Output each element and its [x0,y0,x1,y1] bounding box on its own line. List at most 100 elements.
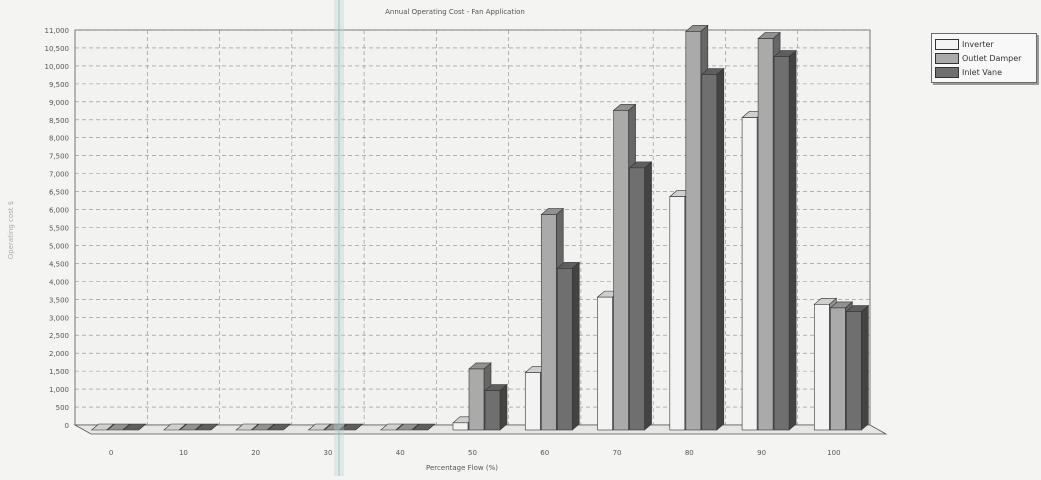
bar-top [251,423,275,431]
y-tick-label: 500 [56,404,69,412]
bar [484,383,508,431]
bar [307,423,332,431]
y-tick-label: 9,500 [49,81,69,89]
bar-front [540,214,557,431]
bar-front [452,422,469,431]
bar [628,161,653,431]
y-tick-label: 2,500 [49,332,69,340]
legend-swatch-inlet-vane [935,67,959,78]
bar-top [179,423,203,431]
bar [845,304,870,431]
legend-item-inverter: Inverter [935,38,1033,51]
x-tick-label: 20 [251,449,260,457]
y-tick-label: 4,500 [49,260,69,268]
bar [179,423,203,431]
y-tick-label: 9,000 [49,99,69,107]
bar [395,423,420,431]
chart-title: Annual Operating Cost - Fan Application [385,8,525,16]
x-axis-label: Percentage Flow (%) [426,464,498,472]
bar-top [267,423,291,431]
y-tick-label: 5,500 [49,225,69,233]
bar-side [571,261,580,431]
bar-front [757,38,774,431]
bar-top [90,423,115,431]
bar-top [395,423,420,431]
bar-front [846,311,862,431]
bar-front [468,368,485,431]
bar-front [556,268,573,431]
y-tick-label: 4,000 [49,278,69,286]
plot-area [74,29,871,426]
y-tick-label: 7,000 [49,171,69,179]
legend-swatch-inverter [935,39,959,50]
x-tick-label: 40 [396,449,405,457]
bar-top [106,423,131,431]
bar-side [716,67,725,431]
bar-top [411,423,436,431]
bar-top [307,423,332,431]
bar-top [163,423,187,431]
chart-legend: Inverter Outlet Damper Inlet Vane [931,33,1037,83]
bar [106,423,131,431]
y-tick-label: 3,500 [49,296,69,304]
bar-top [235,423,259,431]
bar [195,423,219,431]
bar-front [685,31,702,431]
bar-front [773,56,790,431]
bar-front [830,307,846,431]
bar [122,423,147,431]
y-tick-label: 6,000 [49,207,69,215]
bar-side [499,383,508,431]
bar-side [644,161,652,431]
y-tick-label: 10,500 [45,45,70,53]
bar [90,423,115,431]
x-tick-label: 90 [757,449,766,457]
x-tick-label: 0 [109,449,113,457]
bar [411,423,436,431]
bar-front [484,390,501,431]
y-tick-label: 7,500 [49,153,69,161]
y-tick-label: 10,000 [45,63,70,71]
bar-front [524,372,541,431]
legend-swatch-outlet-damper [935,53,959,64]
bar [379,423,404,431]
bar [556,261,581,431]
bar-front [597,296,613,431]
x-tick-label: 50 [468,449,477,457]
bar-front [629,167,645,431]
bar-top [379,423,404,431]
x-tick-label: 100 [827,449,840,457]
bar [701,67,725,431]
legend-item-inlet-vane: Inlet Vane [935,66,1033,79]
bar-front [814,304,830,431]
bar [163,423,187,431]
y-tick-label: 8,500 [49,117,69,125]
bar-top [122,423,147,431]
bar [339,423,364,431]
legend-label-inverter: Inverter [962,40,994,49]
bar [323,423,348,431]
bar [235,423,259,431]
y-tick-label: 0 [65,422,69,430]
bar-front [669,196,686,431]
bar-front [613,110,629,431]
legend-label-inlet-vane: Inlet Vane [962,68,1002,77]
y-tick-label: 5,000 [49,242,69,250]
x-tick-label: 30 [323,449,332,457]
x-tick-label: 10 [179,449,188,457]
bar-top [339,423,364,431]
y-tick-label: 6,500 [49,189,69,197]
bar [251,423,275,431]
bar [773,49,797,431]
y-tick-label: 3,000 [49,314,69,322]
legend-item-outlet-damper: Outlet Damper [935,52,1033,65]
bar-top [195,423,219,431]
y-tick-label: 1,000 [49,386,69,394]
y-tick-label: 8,000 [49,135,69,143]
bar-side [788,49,797,431]
bar [267,423,291,431]
y-tick-label: 1,500 [49,368,69,376]
bar-side [861,304,869,431]
